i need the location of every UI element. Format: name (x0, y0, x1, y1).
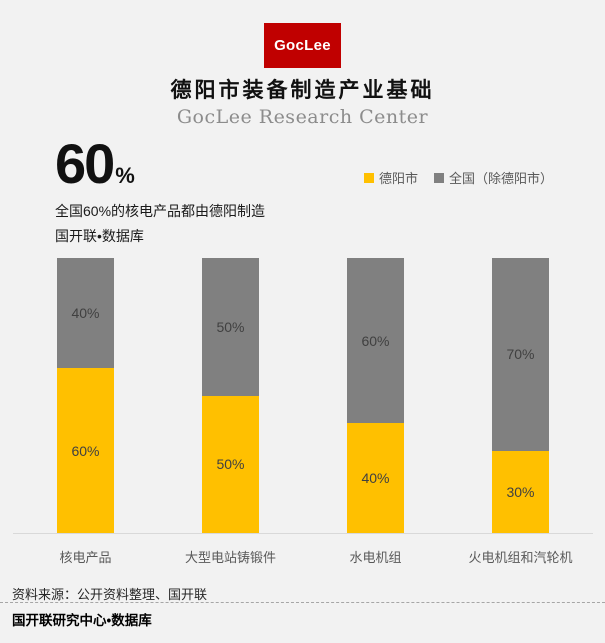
bar-segment: 40% (57, 258, 114, 368)
stacked-bar: 30% 70% (492, 258, 549, 533)
bar-segment: 30% (492, 450, 549, 533)
legend-swatch-icon (433, 172, 444, 183)
bar-segment: 50% (202, 258, 259, 396)
category-label: 火电机组和汽轮机 (468, 550, 573, 565)
bar-value-label: 30% (506, 483, 535, 500)
bar-value-label: 60% (361, 332, 390, 349)
footer-source: 资料来源：公开资料整理、国开联 (12, 587, 208, 602)
highlight-stat: 60% (55, 136, 135, 192)
stacked-bar: 60% 40% (57, 258, 114, 533)
bar-segment: 70% (492, 258, 549, 451)
bar-value-label: 50% (216, 318, 245, 335)
bar-value-label: 60% (71, 442, 100, 459)
legend-label: 德阳市 (378, 171, 418, 186)
category-column: 30% 70% 火电机组和汽轮机 (448, 258, 593, 565)
footer-divider (0, 602, 605, 603)
bar-value-label: 50% (216, 456, 245, 473)
stacked-bar: 40% 60% (347, 258, 404, 533)
page-title: 德阳市装备制造产业基础 (170, 77, 435, 102)
legend-item: 全国（除德阳市） (433, 168, 553, 187)
legend-swatch-icon (363, 172, 374, 183)
stat-description: 全国60%的核电产品都由德阳制造 (55, 203, 266, 219)
category-column: 60% 40% 核电产品 (13, 258, 158, 565)
bar-segment: 40% (347, 423, 404, 533)
bar-value-label: 40% (71, 305, 100, 321)
stat-unit: % (115, 163, 135, 188)
category-label: 核电产品 (59, 550, 112, 565)
legend-label: 全国（除德阳市） (448, 171, 553, 186)
page-subtitle: GocLee Research Center (176, 106, 429, 128)
goclee-logo: GocLee (264, 23, 341, 68)
stacked-bar: 50% 50% (202, 258, 259, 533)
category-column: 40% 60% 水电机组 (303, 258, 448, 565)
bar-segment: 60% (57, 368, 114, 533)
legend-item: 德阳市 (363, 168, 418, 187)
bar-segment: 60% (347, 258, 404, 423)
stat-value: 60 (55, 132, 115, 195)
category-column: 50% 50% 大型电站铸锻件 (158, 258, 303, 565)
bar-value-label: 70% (506, 346, 535, 363)
stat-source-tag: 国开联•数据库 (55, 228, 144, 244)
bar-segment: 50% (202, 395, 259, 533)
footer-brand: 国开联研究中心•数据库 (12, 613, 152, 628)
category-label: 水电机组 (349, 550, 402, 565)
bar-value-label: 40% (361, 470, 390, 486)
goclee-logo-text: GocLee (274, 37, 331, 54)
category-label: 大型电站铸锻件 (184, 550, 276, 565)
stacked-bar-chart: 60% 40% 核电产品 50% 50% 大型电站铸锻件 40% 60% 水电机组 30% 70% 火… (13, 258, 593, 565)
chart-legend: 德阳市 全国（除德阳市） (363, 168, 553, 187)
